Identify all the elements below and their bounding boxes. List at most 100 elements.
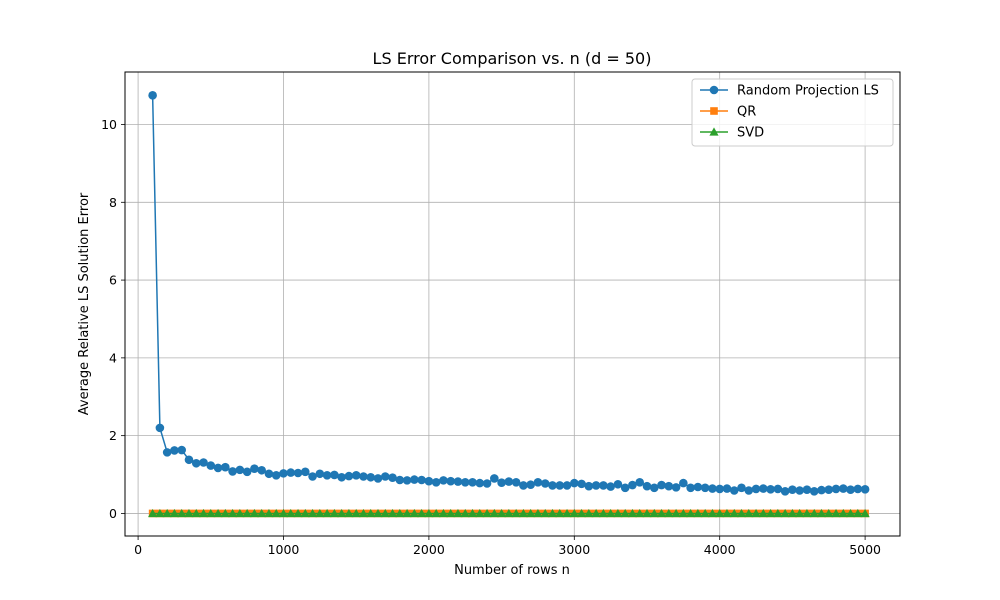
data-point — [846, 485, 855, 495]
data-point — [751, 484, 761, 494]
data-point — [388, 473, 397, 482]
data-point — [628, 480, 637, 490]
data-point — [490, 474, 499, 483]
data-point — [591, 481, 601, 490]
data-point — [402, 476, 412, 485]
data-point — [642, 481, 652, 491]
data-point — [489, 508, 499, 518]
data-point — [816, 508, 827, 518]
data-point — [831, 484, 841, 494]
data-point — [671, 483, 681, 492]
data-point — [387, 508, 398, 518]
data-point — [475, 508, 485, 518]
chart-title: LS Error Comparison vs. n (d = 50) — [373, 49, 652, 68]
legend-entry: SVD — [700, 126, 764, 141]
data-point — [547, 508, 558, 518]
legend-box — [691, 78, 894, 147]
x-axis-label: Number of rows n — [454, 563, 570, 578]
data-point — [649, 508, 659, 518]
data-point — [439, 476, 448, 485]
data-point — [860, 508, 870, 518]
data-point — [191, 458, 201, 468]
data-point — [235, 465, 245, 475]
data-point — [693, 482, 703, 492]
data-point — [417, 475, 426, 485]
legend-label: QR — [737, 105, 756, 120]
data-point — [468, 478, 477, 487]
data-point — [162, 508, 172, 518]
y-tick-label: 8 — [109, 195, 117, 210]
data-point — [759, 484, 768, 493]
data-point — [686, 508, 696, 518]
data-point — [184, 455, 194, 465]
data-point — [722, 508, 732, 518]
data-point — [533, 478, 543, 487]
data-point — [788, 485, 797, 495]
data-point — [715, 508, 725, 518]
data-point — [569, 478, 579, 488]
data-point — [824, 508, 834, 518]
data-point — [184, 508, 194, 518]
data-point — [315, 469, 325, 479]
x-tick-label: 5000 — [849, 542, 881, 557]
series-layer — [148, 91, 870, 518]
legend-label: SVD — [737, 126, 764, 141]
data-point — [620, 508, 630, 518]
x-tick-label: 1000 — [268, 542, 300, 557]
data-point — [736, 508, 747, 518]
data-point — [344, 471, 354, 481]
data-point — [606, 482, 615, 491]
data-point — [853, 508, 863, 518]
data-point — [358, 508, 369, 518]
x-tick-label: 3000 — [558, 542, 590, 557]
data-point — [722, 484, 732, 493]
data-point — [271, 471, 281, 480]
data-point — [838, 508, 848, 518]
data-point — [555, 508, 565, 518]
data-point — [678, 508, 688, 518]
data-point — [809, 486, 819, 496]
legend-marker — [710, 107, 718, 115]
data-point — [693, 508, 703, 518]
x-tick-label: 0 — [134, 542, 142, 557]
data-point — [257, 465, 266, 475]
data-point — [198, 508, 209, 518]
plot-frame — [124, 71, 901, 537]
data-point — [642, 508, 652, 518]
data-point — [707, 508, 718, 518]
data-point — [330, 470, 339, 480]
data-point — [686, 483, 695, 493]
data-point — [264, 508, 274, 518]
data-point — [598, 508, 608, 518]
data-point — [540, 479, 550, 488]
data-point — [656, 508, 667, 518]
data-point — [751, 508, 761, 518]
data-point — [322, 471, 332, 480]
data-point — [278, 508, 289, 518]
data-point — [700, 483, 710, 493]
data-point — [584, 481, 594, 491]
data-point — [373, 474, 383, 483]
data-point — [664, 481, 674, 491]
data-point — [221, 462, 230, 472]
x-tick-label: 4000 — [704, 542, 736, 557]
data-point — [395, 508, 405, 518]
data-point — [337, 472, 346, 482]
y-tick-label: 6 — [109, 273, 117, 288]
data-point — [170, 446, 179, 455]
data-point — [649, 483, 659, 493]
data-point — [802, 508, 812, 518]
data-point — [562, 508, 572, 518]
data-point — [504, 508, 514, 518]
data-point — [402, 508, 412, 518]
data-point — [366, 508, 376, 518]
data-point — [307, 508, 318, 518]
data-point — [286, 468, 296, 477]
data-point — [758, 508, 768, 518]
y-tick-label: 0 — [109, 506, 117, 521]
data-point — [584, 508, 594, 518]
data-point — [264, 469, 274, 479]
data-point — [635, 508, 645, 518]
data-point — [467, 508, 478, 518]
